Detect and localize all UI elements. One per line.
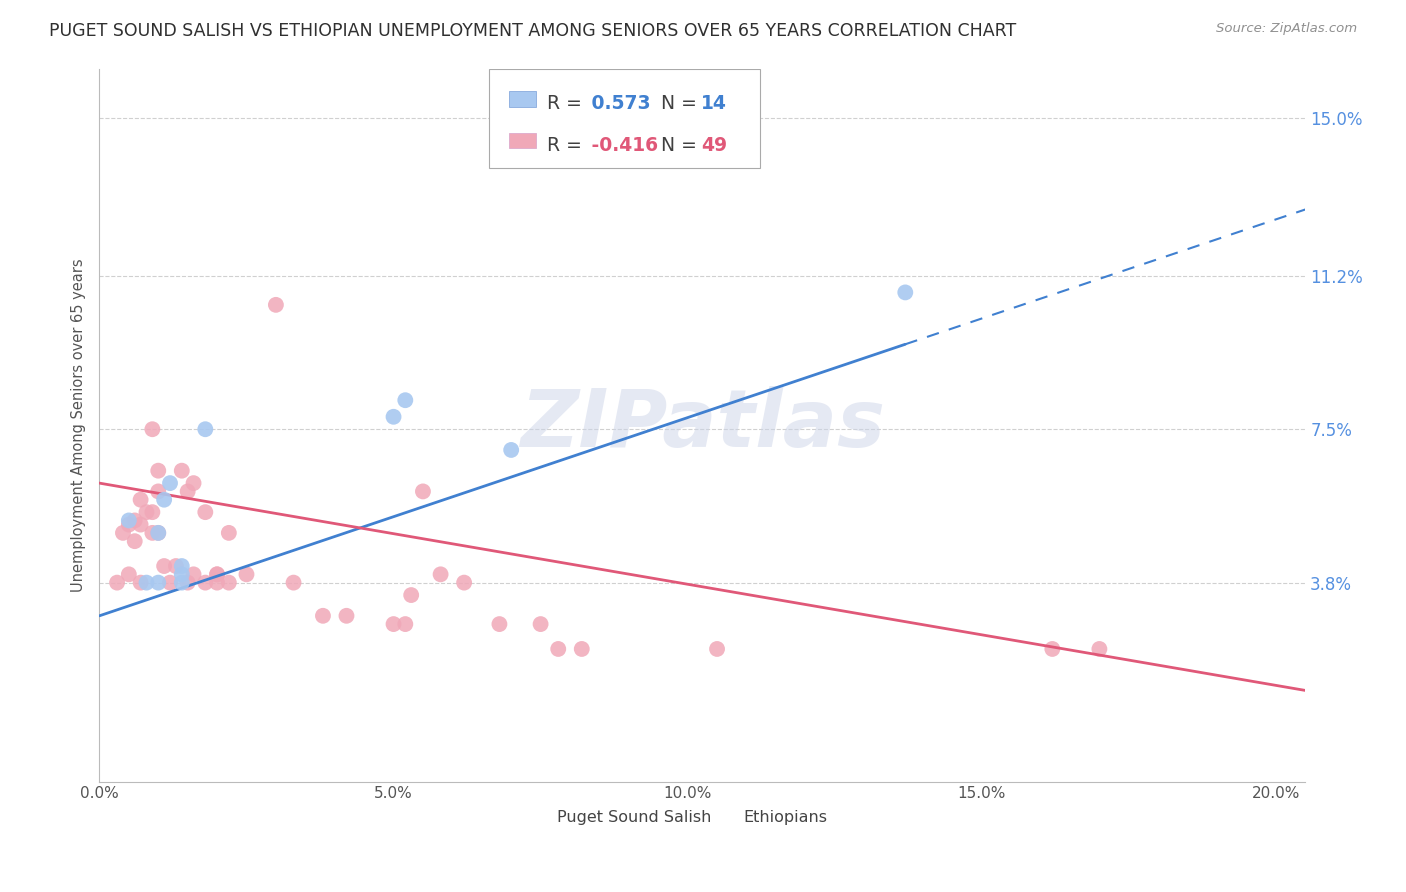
Point	[170, 575, 193, 590]
Point	[148, 525, 170, 540]
Point	[170, 464, 193, 478]
Point	[148, 575, 170, 590]
Text: Puget Sound Salish: Puget Sound Salish	[557, 810, 711, 825]
Point	[148, 464, 170, 478]
Point	[235, 567, 257, 582]
FancyBboxPatch shape	[526, 816, 547, 830]
Text: N =: N =	[650, 95, 703, 113]
Point	[453, 575, 475, 590]
Point	[176, 484, 198, 499]
Point	[335, 608, 357, 623]
Point	[129, 517, 152, 532]
Point	[394, 617, 416, 632]
Point	[194, 422, 217, 436]
Point	[894, 285, 917, 300]
Point	[218, 575, 240, 590]
Point	[118, 513, 141, 527]
FancyBboxPatch shape	[489, 69, 761, 169]
Y-axis label: Unemployment Among Seniors over 65 years: Unemployment Among Seniors over 65 years	[72, 259, 86, 592]
Point	[501, 442, 523, 457]
Point	[135, 505, 157, 519]
Point	[205, 567, 228, 582]
Text: -0.416: -0.416	[585, 136, 658, 154]
Text: Ethiopians: Ethiopians	[744, 810, 828, 825]
Point	[183, 476, 205, 491]
Point	[153, 492, 176, 507]
Point	[571, 642, 593, 657]
Text: R =: R =	[547, 136, 588, 154]
Text: 0.573: 0.573	[585, 95, 651, 113]
Point	[105, 575, 128, 590]
Point	[129, 492, 152, 507]
Point	[283, 575, 305, 590]
Point	[218, 525, 240, 540]
Text: ZIPatlas: ZIPatlas	[520, 386, 884, 464]
Text: N =: N =	[650, 136, 703, 154]
Point	[170, 559, 193, 574]
Point	[129, 575, 152, 590]
Point	[141, 525, 163, 540]
Point	[124, 534, 146, 549]
Point	[165, 559, 187, 574]
Point	[135, 575, 157, 590]
Point	[706, 642, 728, 657]
Point	[547, 642, 569, 657]
Point	[141, 422, 163, 436]
Point	[1088, 642, 1111, 657]
Point	[529, 617, 551, 632]
Point	[170, 567, 193, 582]
Point	[148, 484, 170, 499]
Point	[153, 559, 176, 574]
Text: 49: 49	[702, 136, 727, 154]
Point	[118, 567, 141, 582]
Point	[1040, 642, 1063, 657]
Text: R =: R =	[547, 95, 588, 113]
Point	[382, 617, 405, 632]
Point	[382, 409, 405, 424]
Text: Source: ZipAtlas.com: Source: ZipAtlas.com	[1216, 22, 1357, 36]
Point	[141, 505, 163, 519]
Point	[412, 484, 434, 499]
Point	[176, 575, 198, 590]
Point	[194, 575, 217, 590]
Point	[264, 298, 287, 312]
Point	[194, 505, 217, 519]
Text: PUGET SOUND SALISH VS ETHIOPIAN UNEMPLOYMENT AMONG SENIORS OVER 65 YEARS CORRELA: PUGET SOUND SALISH VS ETHIOPIAN UNEMPLOY…	[49, 22, 1017, 40]
Point	[183, 567, 205, 582]
Point	[488, 617, 510, 632]
Point	[394, 393, 416, 408]
Point	[148, 525, 170, 540]
Point	[205, 575, 228, 590]
FancyBboxPatch shape	[509, 133, 536, 148]
Text: 14: 14	[702, 95, 727, 113]
Point	[159, 575, 181, 590]
FancyBboxPatch shape	[713, 816, 734, 830]
Point	[159, 476, 181, 491]
Point	[124, 513, 146, 527]
FancyBboxPatch shape	[509, 91, 536, 107]
Point	[205, 567, 228, 582]
Point	[429, 567, 451, 582]
Point	[312, 608, 335, 623]
Point	[399, 588, 422, 602]
Point	[111, 525, 134, 540]
Point	[118, 517, 141, 532]
